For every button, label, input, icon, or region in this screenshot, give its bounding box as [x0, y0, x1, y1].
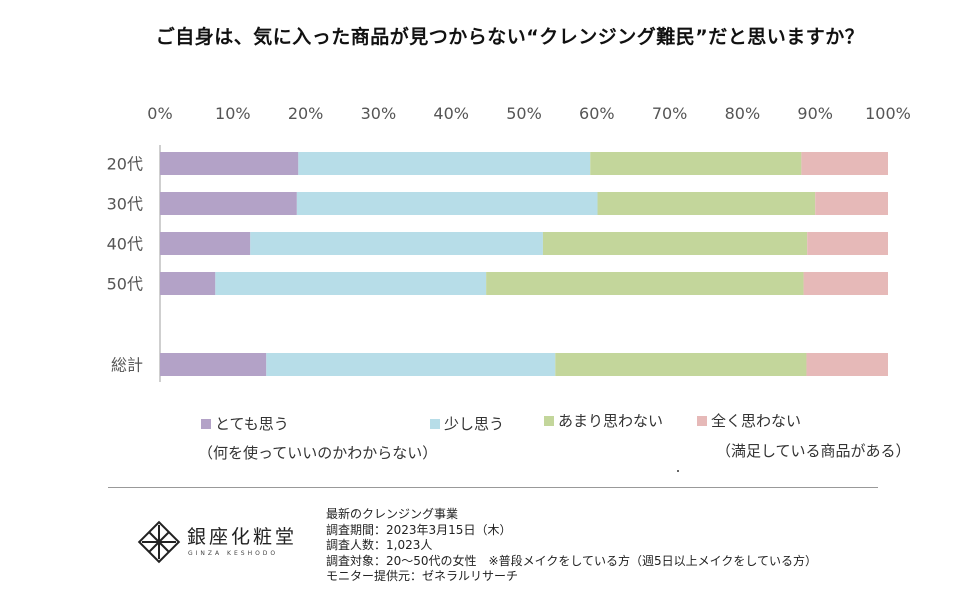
x-tick-label: 60% — [579, 104, 615, 123]
legend-swatch-3 — [697, 416, 707, 426]
brand-name: 銀座化粧堂 — [187, 526, 298, 548]
x-tick-label: 10% — [215, 104, 251, 123]
footer-divider — [108, 487, 878, 488]
legend-note-very: （何を使っていいのかわからない） — [198, 444, 438, 462]
bar-segment — [160, 232, 251, 255]
category-label: 50代 — [107, 275, 143, 294]
x-tick-label: 90% — [797, 104, 833, 123]
x-tick-label: 80% — [725, 104, 761, 123]
x-axis-ticks: 0% 10% 20% 30% 40% 50% 60% 70% 80% 90% 100% — [147, 104, 911, 123]
info-line-4: モニター提供元：ゼネラルリサーチ — [326, 569, 519, 583]
bar-segment — [250, 232, 543, 255]
bar-segment — [815, 192, 888, 215]
bar-segment — [555, 353, 807, 376]
legend-label-1: 少し思う — [444, 415, 505, 433]
bar-segment — [160, 272, 216, 295]
chart-title: ご自身は、気に入った商品が見つからない“クレンジング難民”だと思いますか？ — [155, 26, 865, 48]
bar-segment — [801, 152, 888, 175]
x-tick-label: 30% — [361, 104, 397, 123]
x-tick-label: 0% — [147, 104, 172, 123]
category-label: 40代 — [107, 235, 143, 254]
bar-segment — [542, 232, 808, 255]
legend-item-3: 全く思わない — [697, 410, 801, 431]
brand-roman: GINZA KESHODO — [188, 550, 279, 557]
bar-segment — [296, 192, 598, 215]
bar-segment — [806, 353, 888, 376]
x-tick-label: 50% — [506, 104, 542, 123]
info-line-2: 調査人数：1,023人 — [326, 538, 433, 552]
legend-swatch-0 — [201, 419, 211, 429]
stray-dot — [677, 470, 679, 472]
bar-segment — [590, 152, 802, 175]
x-tick-label: 40% — [433, 104, 469, 123]
legend-swatch-1 — [430, 419, 440, 429]
category-label: 20代 — [107, 155, 143, 174]
brand-mark-icon — [137, 520, 181, 564]
legend-item-2: あまり思わない — [544, 410, 663, 431]
x-tick-label: 70% — [652, 104, 688, 123]
info-line-0: 最新のクレンジング事業 — [326, 507, 459, 521]
bar-segment — [160, 152, 299, 175]
survey-info: 最新のクレンジング事業 調査期間：2023年3月15日（木） 調査人数：1,02… — [326, 507, 817, 585]
bar-segment — [803, 272, 888, 295]
bar-series — [160, 152, 888, 376]
legend-swatch-2 — [544, 416, 554, 426]
bar-segment — [597, 192, 816, 215]
legend-label-2: あまり思わない — [558, 412, 664, 430]
legend-item-0: とても思う — [201, 413, 289, 434]
legend-item-1: 少し思う — [430, 413, 504, 434]
bar-segment — [215, 272, 487, 295]
brand-logo: 銀座化粧堂 GINZA KESHODO — [137, 518, 577, 578]
x-tick-label: 20% — [288, 104, 324, 123]
bar-segment — [486, 272, 804, 295]
legend-note-none: （満足している商品がある） — [716, 442, 911, 460]
info-line-3: 調査対象：20～50代の女性 ※普段メイクをしている方（週5日以上メイクをしてい… — [326, 553, 818, 568]
bar-segment — [807, 232, 888, 255]
info-line-1: 調査期間：2023年3月15日（木） — [326, 522, 512, 537]
bar-segment — [160, 192, 297, 215]
bar-segment — [298, 152, 591, 175]
legend-label-0: とても思う — [215, 415, 289, 433]
category-label: 総計 — [111, 356, 143, 375]
bar-segment — [266, 353, 556, 376]
legend-label-3: 全く思わない — [711, 412, 802, 430]
bar-segment — [160, 353, 267, 376]
x-tick-label: 100% — [865, 104, 911, 123]
category-label: 30代 — [107, 195, 143, 214]
